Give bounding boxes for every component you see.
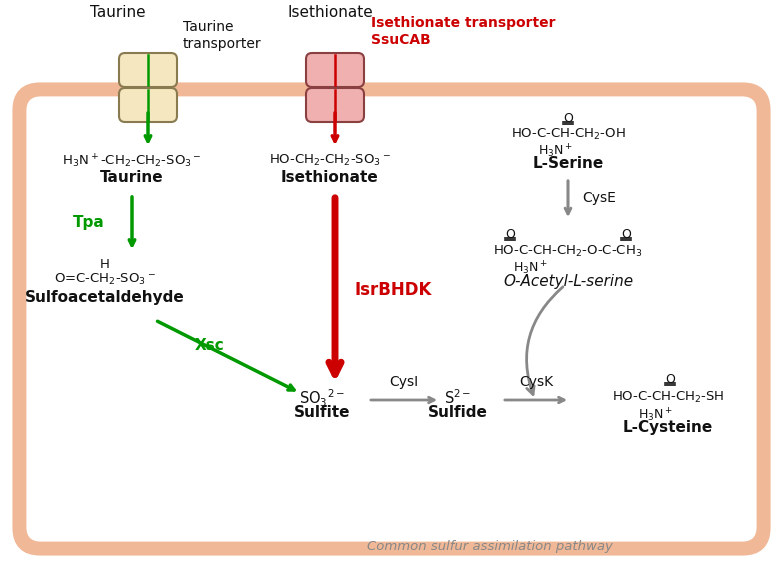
Text: Common sulfur assimilation pathway: Common sulfur assimilation pathway — [367, 540, 613, 553]
Text: O: O — [563, 112, 573, 125]
FancyBboxPatch shape — [306, 88, 364, 122]
Text: Taurine: Taurine — [183, 20, 233, 34]
Text: Taurine: Taurine — [90, 5, 146, 20]
Text: Tpa: Tpa — [74, 215, 105, 229]
Text: L-Cysteine: L-Cysteine — [622, 420, 713, 435]
Text: Sulfoacetaldehyde: Sulfoacetaldehyde — [25, 290, 185, 305]
Text: Sulfite: Sulfite — [294, 405, 350, 420]
Text: L-Serine: L-Serine — [532, 156, 604, 171]
Text: transporter: transporter — [183, 37, 262, 51]
Text: H: H — [100, 258, 110, 271]
Text: O-Acetyl-L-serine: O-Acetyl-L-serine — [503, 274, 633, 289]
Text: O: O — [665, 373, 675, 386]
Text: O=C-CH$_2$-SO$_3$$^-$: O=C-CH$_2$-SO$_3$$^-$ — [54, 272, 156, 287]
Text: CysI: CysI — [389, 375, 419, 389]
Text: H$_3$N$^+$: H$_3$N$^+$ — [637, 407, 673, 424]
Text: H$_3$N$^+$: H$_3$N$^+$ — [537, 143, 572, 160]
Text: CysK: CysK — [519, 375, 553, 389]
Text: CysE: CysE — [582, 191, 616, 205]
Text: Taurine: Taurine — [100, 170, 164, 185]
FancyBboxPatch shape — [306, 53, 364, 87]
Text: Isethionate: Isethionate — [281, 170, 379, 185]
Text: HO-C-CH-CH$_2$-SH: HO-C-CH-CH$_2$-SH — [612, 390, 724, 405]
Text: O: O — [621, 228, 631, 241]
Text: HO-C-CH-CH$_2$-O-C-CH$_3$: HO-C-CH-CH$_2$-O-C-CH$_3$ — [493, 244, 643, 259]
Text: SsuCAB: SsuCAB — [371, 33, 431, 47]
Text: HO-C-CH-CH$_2$-OH: HO-C-CH-CH$_2$-OH — [511, 127, 626, 142]
FancyBboxPatch shape — [18, 88, 765, 550]
Text: Isethionate transporter: Isethionate transporter — [371, 16, 555, 30]
Text: IsrBHDK: IsrBHDK — [355, 281, 432, 299]
Text: S$^{2-}$: S$^{2-}$ — [444, 388, 471, 407]
Text: HO-CH$_2$-CH$_2$-SO$_3$$^-$: HO-CH$_2$-CH$_2$-SO$_3$$^-$ — [269, 153, 391, 168]
Text: H$_3$N$^+$-CH$_2$-CH$_2$-SO$_3$$^-$: H$_3$N$^+$-CH$_2$-CH$_2$-SO$_3$$^-$ — [62, 153, 202, 171]
FancyBboxPatch shape — [119, 53, 177, 87]
Text: Xsc: Xsc — [195, 337, 225, 353]
Text: H$_3$N$^+$: H$_3$N$^+$ — [513, 260, 547, 277]
FancyBboxPatch shape — [119, 88, 177, 122]
Text: SO$_3$$^{2-}$: SO$_3$$^{2-}$ — [299, 388, 345, 410]
Text: Isethionate: Isethionate — [287, 5, 373, 20]
FancyArrowPatch shape — [527, 287, 563, 394]
Text: O: O — [505, 228, 515, 241]
Text: Sulfide: Sulfide — [428, 405, 488, 420]
FancyBboxPatch shape — [25, 95, 758, 543]
